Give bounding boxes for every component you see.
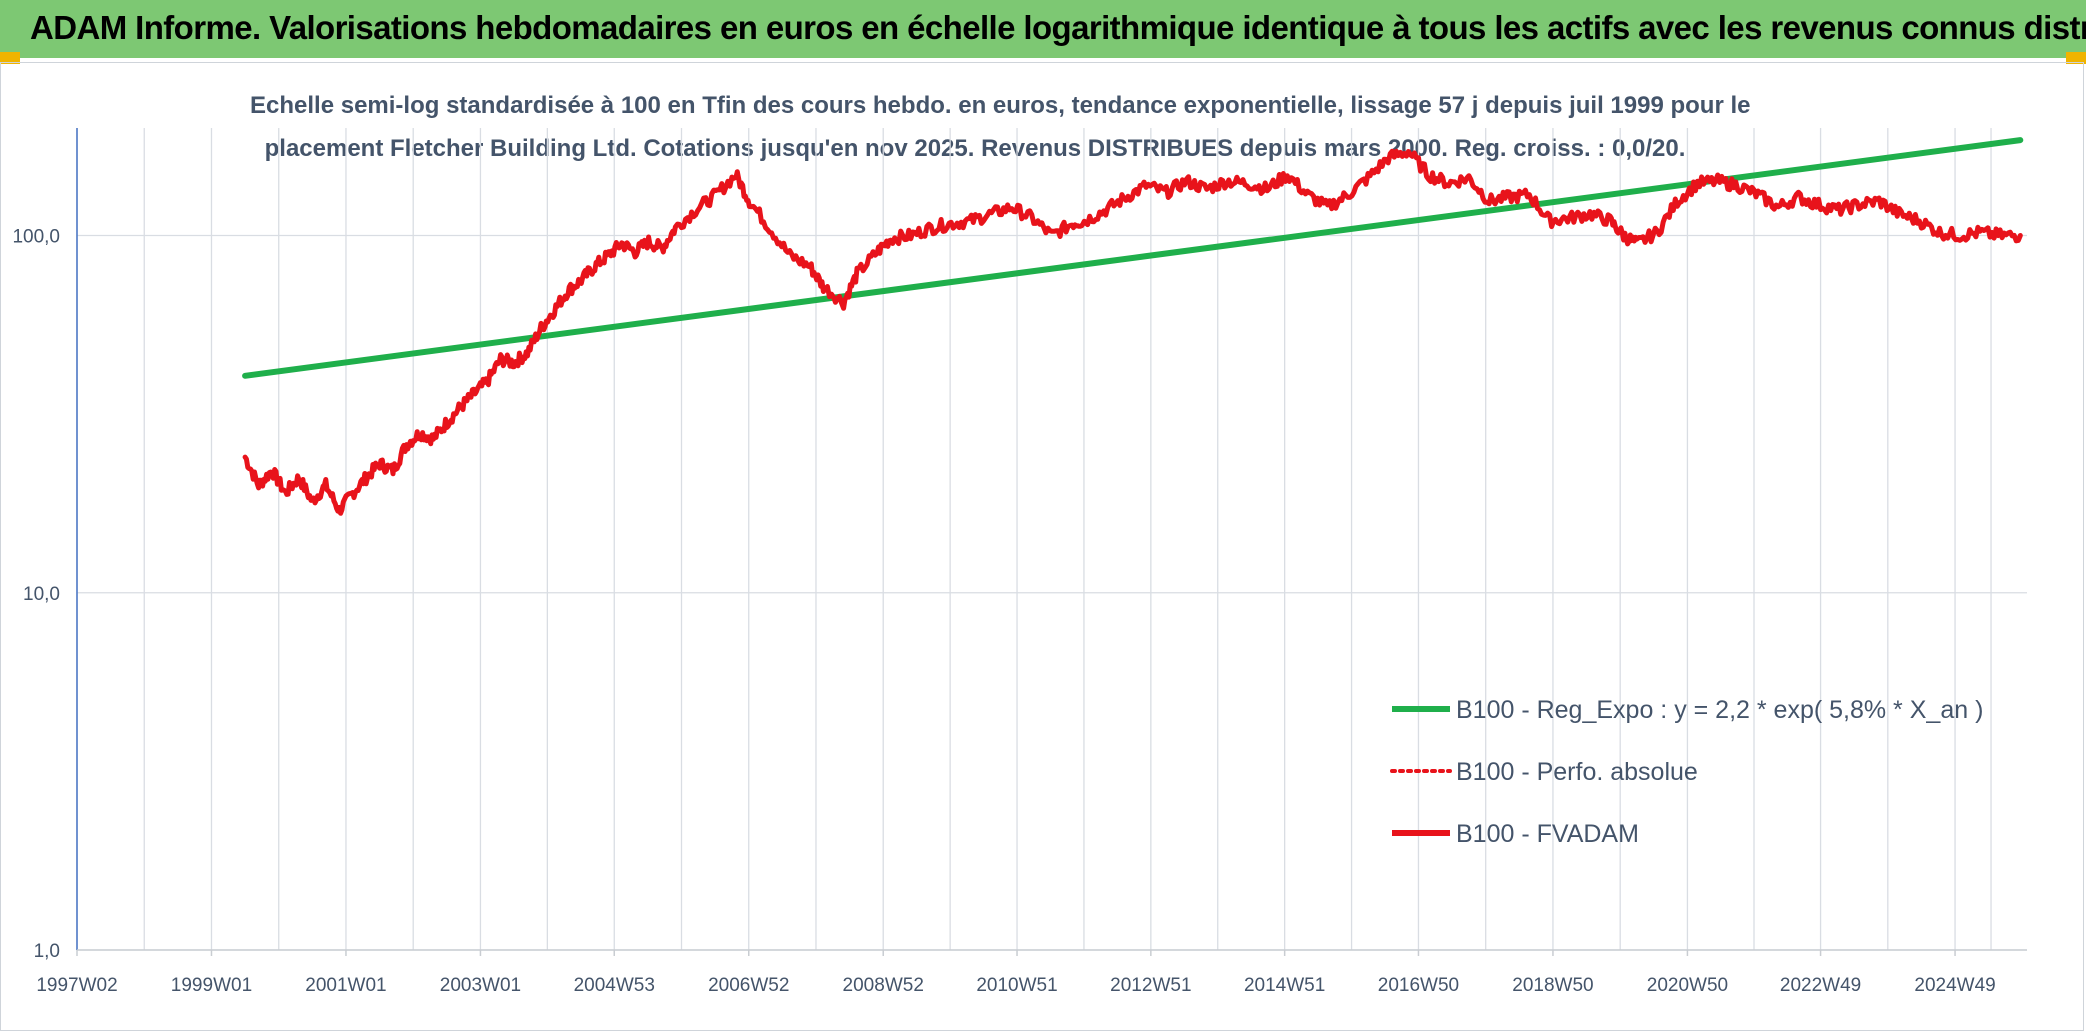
series-layer <box>242 137 2024 516</box>
x-tick-label: 2008W52 <box>843 975 924 996</box>
chart-subtitle-line-1: Echelle semi-log standardisée à 100 en T… <box>250 92 1751 119</box>
x-tick-label: 2022W49 <box>1780 975 1861 996</box>
x-tick-label: 2018W50 <box>1512 975 1593 996</box>
fvadam-line <box>242 148 2023 516</box>
x-tick-label: 2020W50 <box>1647 975 1728 996</box>
legend-label: B100 - FVADAM <box>1456 820 1639 848</box>
x-tick-label: 1999W01 <box>171 975 252 996</box>
y-tick-label: 1,0 <box>34 941 60 962</box>
axis-layer: 1997W02 1999W01 2001W01 2003W01 2004W53 2006W… <box>12 128 2027 996</box>
x-tick-label: 1997W02 <box>36 975 117 996</box>
grid-layer <box>76 128 2027 951</box>
legend-label: B100 - Perfo. absolue <box>1456 758 1698 786</box>
chart-subtitle-line-2: placement Fletcher Building Ltd. Cotatio… <box>264 135 1686 162</box>
header-bar: ADAM Informe. Valorisations hebdomadaire… <box>0 0 2086 58</box>
x-tick-label: 2004W53 <box>574 975 655 996</box>
legend: B100 - Reg_Expo : y = 2,2 * exp( 5,8% * … <box>1390 696 1983 848</box>
x-tick-label: 2001W01 <box>305 975 386 996</box>
y-tick-label: 100,0 <box>12 227 60 248</box>
x-tick-label: 2006W52 <box>708 975 789 996</box>
x-tick-label: 2014W51 <box>1244 975 1325 996</box>
x-tick-label: 2016W50 <box>1378 975 1459 996</box>
report-title: ADAM Informe. Valorisations hebdomadaire… <box>30 9 2086 46</box>
x-tick-label: 2012W51 <box>1110 975 1191 996</box>
corner-marker-left <box>0 52 20 64</box>
x-tick-label: 2024W49 <box>1914 975 1995 996</box>
x-tick-label: 2003W01 <box>440 975 521 996</box>
y-tick-label: 10,0 <box>23 584 60 605</box>
legend-label: B100 - Reg_Expo : y = 2,2 * exp( 5,8% * … <box>1456 696 1983 724</box>
chart-frame <box>0 62 2084 1031</box>
x-tick-label: 2010W51 <box>976 975 1057 996</box>
corner-marker-right <box>2066 52 2086 64</box>
